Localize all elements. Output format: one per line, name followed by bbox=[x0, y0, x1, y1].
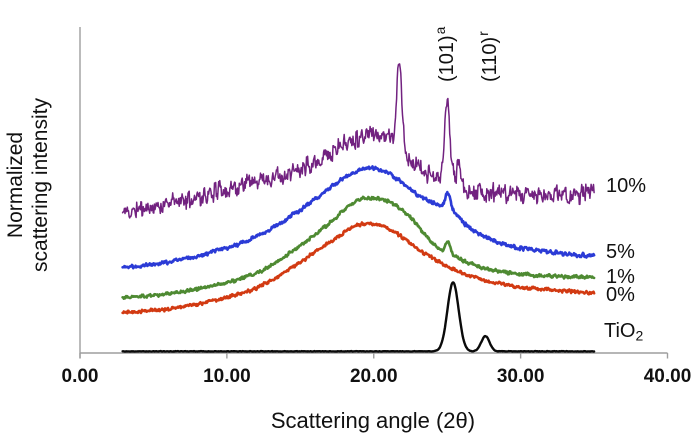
series-curves bbox=[121, 63, 596, 353]
x-tick-label: 40.00 bbox=[644, 366, 692, 387]
x-axis-ticks: 0.00 10.00 20.00 30.00 40.00 bbox=[62, 353, 692, 387]
x-tick-label: 0.00 bbox=[62, 366, 99, 387]
curve-5% bbox=[121, 165, 596, 270]
series-label-5%: 5% bbox=[606, 241, 635, 263]
peak-annotations: (101)a (110)r bbox=[433, 26, 501, 82]
curve-10% bbox=[121, 63, 595, 219]
x-axis-title: Scattering angle (2θ) bbox=[271, 408, 475, 433]
annotation-1: (101)a bbox=[433, 26, 459, 82]
curve-TiO2 bbox=[121, 281, 596, 353]
x-tick-label: 30.00 bbox=[497, 366, 545, 387]
curve-1% bbox=[121, 195, 596, 300]
annotation-2: (110)r bbox=[475, 31, 501, 82]
series-label-10%: 10% bbox=[606, 175, 646, 197]
series-label-TiO2: TiO2 bbox=[604, 320, 643, 344]
series-label-1%: 1% bbox=[606, 266, 635, 288]
x-tick-label: 20.00 bbox=[350, 366, 398, 387]
y-axis-title-line1: Normalized bbox=[4, 132, 27, 238]
series-labels: TiO2 0%1% 5% 10% bbox=[604, 175, 646, 344]
curve-0% bbox=[121, 221, 596, 315]
y-axis-title-line2: scattering intensity bbox=[29, 98, 52, 272]
x-tick-label: 10.00 bbox=[203, 366, 251, 387]
series-label-0%: 0% bbox=[606, 284, 635, 306]
